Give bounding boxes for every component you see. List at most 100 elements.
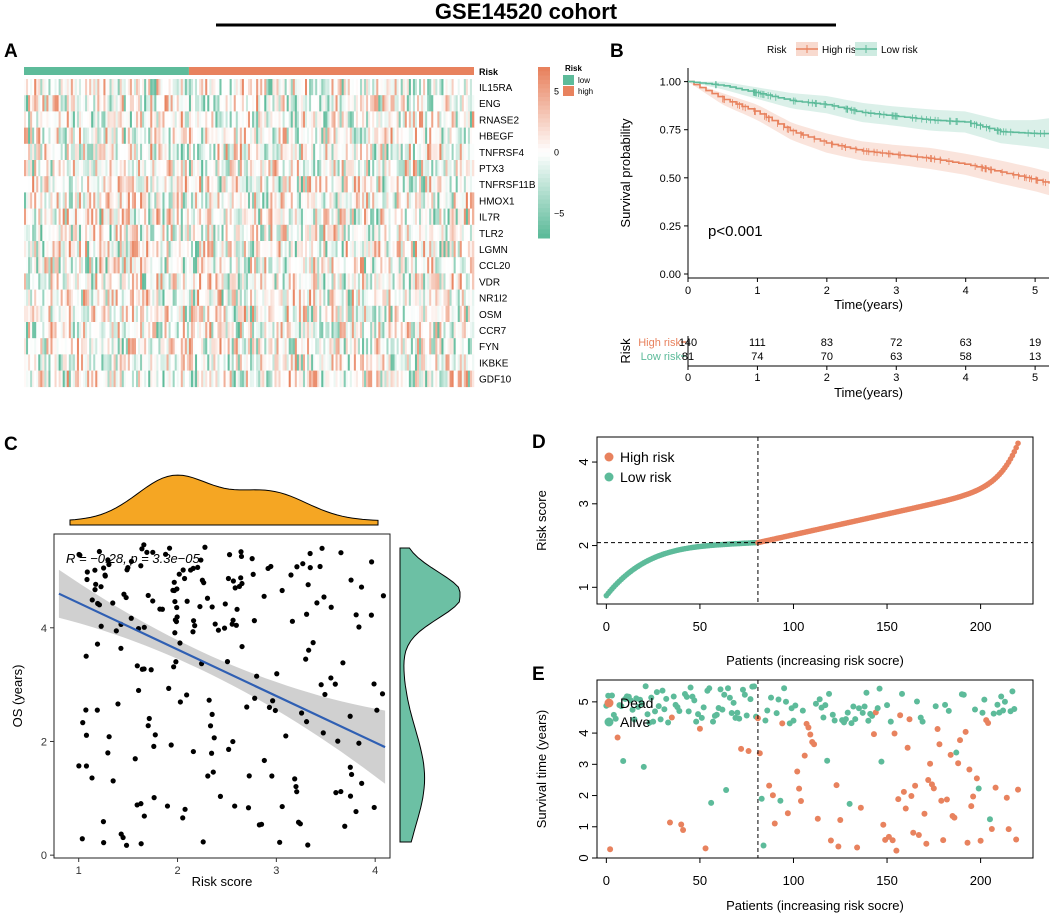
heatmap-cell — [30, 176, 33, 193]
heatmap-cell — [435, 143, 438, 161]
scatter-point — [106, 561, 112, 568]
heatmap-cell — [280, 143, 283, 161]
color-scale-step — [538, 165, 550, 171]
heatmap-cell — [186, 127, 190, 145]
heatmap-cell — [406, 127, 410, 145]
heatmap-cell — [111, 160, 114, 177]
heatmap-cell — [341, 241, 344, 258]
heatmap-cell — [384, 289, 387, 307]
heatmap-cell — [402, 143, 406, 161]
heatmap-cell — [260, 192, 263, 209]
heatmap-cell — [461, 354, 465, 371]
heatmap-cell — [313, 208, 316, 226]
heatmap-cell — [343, 241, 347, 258]
heatmap-cell — [241, 127, 245, 145]
heatmap-cell — [209, 289, 212, 307]
heatmap-cell — [103, 338, 106, 355]
heatmap-cell — [105, 176, 108, 193]
heatmap-cell — [201, 79, 204, 96]
heatmap-cell — [203, 79, 206, 96]
heatmap-cell — [414, 79, 418, 96]
heatmap-cell — [266, 354, 269, 371]
heatmap-cell — [26, 322, 29, 339]
scatter-point — [83, 653, 89, 659]
heatmap-cell — [74, 322, 78, 339]
heatmap-cell — [42, 79, 45, 96]
heatmap-cell — [294, 305, 298, 323]
fit-line — [58, 592, 386, 749]
heatmap-cell — [215, 127, 218, 145]
heatmap-cell — [103, 224, 106, 242]
heatmap-cell — [87, 143, 90, 161]
heatmap-cell — [101, 111, 104, 128]
heatmap-cell — [374, 79, 377, 96]
scatter-point — [277, 839, 283, 845]
heatmap-cell — [404, 127, 408, 145]
heatmap-cell — [355, 143, 359, 161]
scatter-point — [300, 561, 306, 567]
heatmap-cell — [111, 143, 114, 161]
heatmap-cell — [48, 305, 51, 323]
heatmap-cell — [48, 370, 51, 388]
heatmap-cell — [378, 160, 381, 177]
heatmap-cell — [66, 95, 70, 112]
heatmap-cell — [42, 160, 45, 177]
risk-table-x-tick-label: 4 — [963, 372, 969, 384]
heatmap-cell — [378, 192, 381, 209]
heatmap-cell — [121, 338, 125, 355]
heatmap-cell — [313, 127, 316, 145]
heatmap-cell — [209, 208, 212, 226]
heatmap-cell — [296, 354, 300, 371]
heatmap-cell — [227, 143, 230, 161]
heatmap-cell — [166, 224, 169, 242]
heatmap-cell — [78, 192, 82, 209]
heatmap-cell — [443, 176, 446, 193]
heatmap-cell — [406, 208, 410, 226]
heatmap-cell — [113, 305, 116, 323]
heatmap-cell — [68, 241, 72, 258]
heatmap-cell — [284, 208, 287, 226]
heatmap-cell — [433, 241, 436, 258]
heatmap-cell — [227, 305, 230, 323]
heatmap-cell — [355, 79, 359, 96]
heatmap-cell — [292, 95, 296, 112]
heatmap-cell — [195, 322, 198, 339]
heatmap-cell — [109, 127, 112, 145]
heatmap-cell — [190, 305, 194, 323]
heatmap-cell — [245, 338, 249, 355]
heatmap-cell — [292, 79, 296, 96]
heatmap-cell — [382, 289, 385, 307]
heatmap-cell — [78, 241, 82, 258]
heatmap-cell — [268, 192, 271, 209]
heatmap-cell — [382, 95, 385, 112]
heatmap-cell — [217, 79, 220, 96]
heatmap-cell — [142, 305, 145, 323]
heatmap-cell — [276, 111, 279, 128]
heatmap-cell — [213, 79, 216, 96]
heatmap-cell — [451, 95, 454, 112]
heatmap-cell — [46, 127, 49, 145]
heatmap-cell — [40, 273, 43, 290]
heatmap-cell — [121, 305, 125, 323]
heatmap-cell — [247, 322, 251, 339]
heatmap-cell — [247, 79, 251, 96]
heatmap-cell — [219, 241, 222, 258]
heatmap-cell — [384, 305, 387, 323]
heatmap-cell — [304, 289, 308, 307]
heatmap-cell — [437, 289, 440, 307]
heatmap-cell — [138, 127, 141, 145]
heatmap-cell — [325, 79, 328, 96]
heatmap-cell — [290, 79, 294, 96]
heatmap-cell — [410, 305, 414, 323]
heatmap-cell — [111, 224, 114, 242]
heatmap-cell — [315, 95, 318, 112]
heatmap-cell — [425, 338, 428, 355]
heatmap-cell — [32, 241, 35, 258]
heatmap-cell — [343, 79, 347, 96]
heatmap-cell — [197, 208, 200, 226]
heatmap-cell — [103, 257, 106, 274]
c-x-label: Risk score — [192, 874, 253, 889]
heatmap-cell — [325, 224, 328, 242]
heatmap-cell — [93, 305, 96, 323]
heatmap-cell — [180, 79, 184, 96]
